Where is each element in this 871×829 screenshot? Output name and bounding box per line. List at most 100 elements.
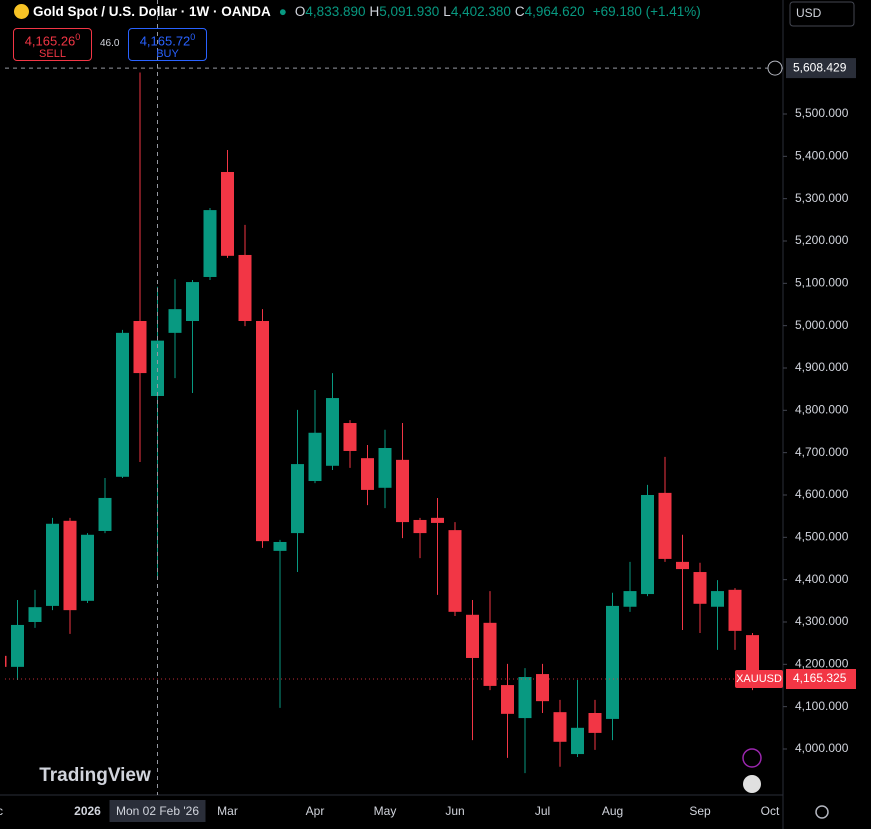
candle-body [676, 561, 689, 570]
candle-body [11, 624, 24, 667]
x-tick-label: Aug [602, 804, 623, 818]
y-tick-label: 4,400.000 [795, 572, 849, 586]
candle-body [168, 309, 182, 333]
spread: 46.0 [100, 38, 120, 49]
x-tick-label: c [0, 804, 3, 818]
x-tick-label: Sep [689, 804, 711, 818]
sell-label: SELL [39, 48, 66, 61]
ohlc-key: H [369, 4, 380, 19]
candle-body [571, 727, 584, 755]
candle-body [5, 655, 7, 667]
last-price-label: 4,165.325 [793, 671, 847, 685]
y-tick-label: 4,600.000 [795, 487, 849, 501]
y-tick-label: 5,500.000 [795, 106, 849, 120]
buy-pip: 0 [190, 32, 196, 42]
symbol-icon [14, 4, 29, 19]
ohlc-value: 5,091.930 [379, 4, 440, 19]
y-tick-label: 4,100.000 [795, 699, 849, 713]
candle-body [641, 494, 654, 595]
y-tick-label: 4,800.000 [795, 402, 849, 416]
crosshair-y-label: 5,608.429 [793, 60, 847, 74]
candle-body [693, 572, 707, 604]
y-tick-label: 4,700.000 [795, 445, 849, 459]
candle-body [291, 464, 304, 534]
buy-price: 4,165.72 [139, 33, 191, 49]
y-tick-label: 5,000.000 [795, 318, 849, 332]
logo-text: TradingView [39, 765, 151, 786]
y-tick-label: 5,100.000 [795, 276, 849, 290]
candle-body [81, 534, 94, 601]
sell-pip: 0 [75, 32, 81, 42]
candle-body [658, 492, 672, 559]
candle-body [186, 282, 199, 322]
x-tick-label: Jun [445, 804, 464, 818]
x-tick-label: Apr [306, 804, 325, 818]
candle-body [28, 607, 42, 622]
candle-body [606, 605, 619, 719]
candle-body [431, 517, 444, 523]
flag-icon[interactable] [743, 775, 761, 793]
buy-label: BUY [156, 48, 179, 61]
candle-body [623, 591, 637, 607]
currency: USD [796, 6, 822, 20]
ohlc-value: 4,964.620 [524, 4, 585, 19]
sell-button[interactable]: 4,165.260 SELL [13, 28, 92, 61]
x-tick-label: Jul [535, 804, 550, 818]
last-price-box [786, 668, 856, 689]
x-tick-label: Oct [761, 804, 780, 818]
candle-body [256, 321, 269, 542]
candle-body [221, 171, 234, 256]
status-dot: ● [278, 4, 287, 19]
symbol-tag: XAUUSD [736, 673, 782, 685]
candle-body [343, 423, 357, 451]
ohlc-key: C [514, 4, 525, 19]
y-tick-label: 4,500.000 [795, 529, 849, 543]
symbol: Gold Spot / U.S. Dollar · 1W · OANDA [33, 4, 271, 19]
y-tick-label: 4,200.000 [795, 656, 849, 670]
ohlc-value: 4,402.380 [450, 4, 511, 19]
candle-body [361, 458, 374, 490]
x-tick-label: May [374, 804, 397, 818]
y-tick-label: 5,300.000 [795, 191, 849, 205]
crosshair-x-label: Mon 02 Feb '26 [116, 804, 199, 818]
currency-dropdown[interactable] [789, 1, 855, 27]
ohlc-value: 4,833.890 [305, 4, 366, 19]
candle-body [746, 635, 759, 679]
candle-body [273, 541, 287, 551]
sell-price: 4,165.26 [24, 33, 76, 49]
ohlc-key: L [443, 4, 451, 19]
candle-body [238, 254, 252, 322]
change: +69.180 (+1.41%) [592, 4, 701, 19]
candle-body [98, 497, 112, 531]
candle-body [483, 622, 497, 686]
candle-body [518, 677, 532, 719]
candle-body [308, 432, 322, 482]
header: Gold Spot / U.S. Dollar · 1W · OANDA ● O… [14, 4, 705, 19]
candle-body [588, 713, 602, 733]
y-tick-label: 4,900.000 [795, 360, 849, 374]
lightning-icon[interactable] [742, 748, 762, 768]
crosshair-plus [767, 60, 783, 76]
y-tick-label: 4,000.000 [795, 741, 849, 755]
buy-button[interactable]: 4,165.720 BUY [128, 28, 207, 61]
candle-body [553, 712, 567, 742]
candle-body [326, 398, 339, 466]
crosshair-y-box [786, 58, 856, 79]
ohlc-key: O [294, 4, 306, 19]
candle-body [711, 591, 724, 607]
x-tick-label: 2026 [74, 804, 101, 818]
candle-body [501, 685, 514, 714]
x-tick-label: Mar [217, 804, 238, 818]
candle-body [63, 520, 77, 611]
y-tick-label: 5,400.000 [795, 149, 849, 163]
candle-body [203, 210, 217, 277]
candle-body [396, 459, 409, 523]
settings-icon[interactable] [815, 805, 829, 819]
candle-body [413, 519, 427, 534]
candle-body [728, 589, 742, 631]
y-tick-label: 5,200.000 [795, 233, 849, 247]
candle-body [378, 448, 392, 488]
candle-body [133, 321, 147, 374]
